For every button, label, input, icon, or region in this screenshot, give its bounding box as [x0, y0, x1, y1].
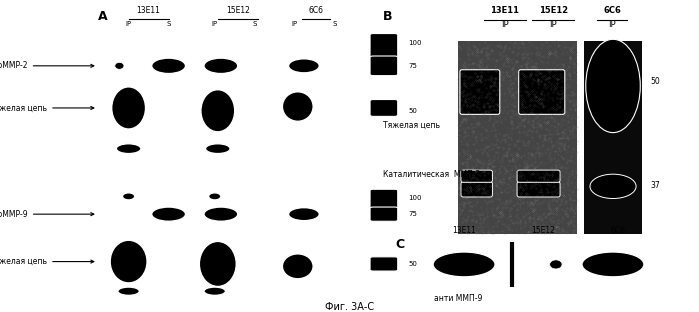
Ellipse shape: [549, 260, 562, 269]
Text: IP: IP: [291, 21, 298, 27]
Ellipse shape: [199, 241, 236, 286]
Ellipse shape: [152, 207, 185, 221]
Text: ProMMP-9: ProMMP-9: [0, 210, 94, 219]
Text: 100: 100: [408, 195, 422, 201]
Bar: [584, 41, 642, 234]
Ellipse shape: [289, 59, 319, 73]
Text: Фиг. 3А-С: Фиг. 3А-С: [325, 302, 374, 312]
Bar: [458, 41, 577, 234]
Text: S: S: [166, 21, 171, 27]
Text: IP: IP: [126, 21, 131, 27]
FancyBboxPatch shape: [461, 182, 492, 197]
Ellipse shape: [208, 193, 221, 200]
Ellipse shape: [110, 240, 147, 283]
FancyBboxPatch shape: [461, 170, 492, 182]
Ellipse shape: [122, 193, 135, 200]
Text: анти ММП-9: анти ММП-9: [433, 294, 482, 303]
Ellipse shape: [206, 144, 230, 154]
FancyBboxPatch shape: [370, 257, 398, 271]
Text: ProMMP-2: ProMMP-2: [0, 61, 94, 70]
Text: 50: 50: [408, 261, 417, 267]
Ellipse shape: [204, 287, 226, 295]
Text: Тяжелая цепь: Тяжелая цепь: [0, 104, 94, 112]
FancyBboxPatch shape: [370, 33, 398, 61]
Text: Тяжелая цепь: Тяжелая цепь: [0, 257, 94, 266]
Text: B: B: [383, 10, 393, 23]
Text: 15E12: 15E12: [539, 6, 568, 15]
Text: 50: 50: [651, 77, 661, 86]
Text: 13E11: 13E11: [452, 226, 476, 235]
Text: A: A: [98, 10, 108, 23]
Ellipse shape: [115, 62, 124, 69]
Text: 13E11: 13E11: [137, 6, 161, 15]
Text: 75: 75: [408, 63, 417, 69]
Text: 6C6: 6C6: [603, 6, 621, 15]
Ellipse shape: [201, 90, 235, 132]
Ellipse shape: [118, 287, 139, 295]
FancyBboxPatch shape: [519, 70, 565, 115]
Text: 37: 37: [651, 181, 661, 190]
Ellipse shape: [590, 174, 636, 198]
Text: 15E12: 15E12: [226, 6, 250, 15]
FancyBboxPatch shape: [517, 170, 560, 182]
Text: 15E12: 15E12: [531, 226, 556, 235]
Text: IP: IP: [501, 20, 509, 29]
Text: IP: IP: [608, 20, 616, 29]
FancyBboxPatch shape: [370, 207, 398, 221]
Ellipse shape: [112, 87, 145, 129]
Ellipse shape: [433, 252, 495, 277]
FancyBboxPatch shape: [370, 100, 398, 116]
Ellipse shape: [282, 254, 313, 279]
Text: IP: IP: [212, 21, 218, 27]
Ellipse shape: [204, 58, 238, 74]
Text: 50: 50: [408, 108, 417, 114]
Text: IP: IP: [549, 20, 557, 29]
Ellipse shape: [204, 207, 238, 221]
FancyBboxPatch shape: [517, 182, 560, 197]
Ellipse shape: [582, 252, 644, 277]
Text: 75: 75: [408, 211, 417, 217]
Ellipse shape: [282, 92, 313, 121]
FancyBboxPatch shape: [460, 70, 500, 115]
Text: 100: 100: [408, 40, 422, 46]
Text: Тяжелая цепь: Тяжелая цепь: [383, 120, 440, 129]
Text: C: C: [395, 238, 404, 251]
Text: Каталитическая  ММП-2: Каталитическая ММП-2: [383, 170, 480, 179]
Ellipse shape: [289, 208, 319, 221]
FancyBboxPatch shape: [370, 189, 398, 208]
Text: 6C6: 6C6: [610, 226, 626, 235]
Text: 13E11: 13E11: [491, 6, 519, 15]
Text: S: S: [333, 21, 337, 27]
Text: S: S: [252, 21, 257, 27]
Ellipse shape: [116, 144, 141, 154]
Text: 6C6: 6C6: [309, 6, 324, 15]
Ellipse shape: [586, 39, 640, 133]
FancyBboxPatch shape: [370, 56, 398, 76]
Ellipse shape: [152, 58, 185, 74]
